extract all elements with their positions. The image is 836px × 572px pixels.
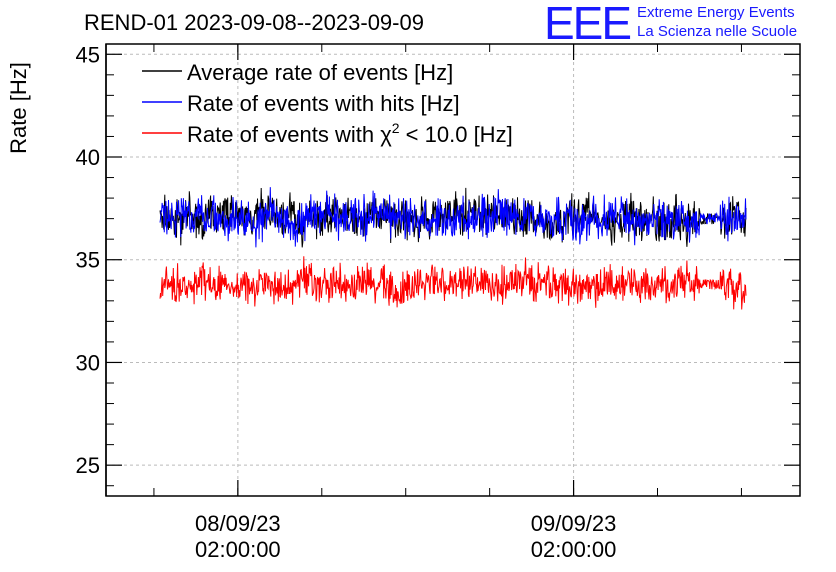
y-tick-label: 40 (76, 145, 100, 170)
series-chi2-line (159, 256, 747, 310)
logo-caption-line2: La Scienza nelle Scuole (637, 23, 798, 40)
x-tick-time-label: 02:00:00 (531, 537, 617, 562)
x-tick-time-label: 02:00:00 (195, 537, 281, 562)
eee-logo: EEE (544, 0, 632, 49)
logo-caption-line1: Extreme Energy Events (637, 4, 795, 21)
x-tick-date-label: 08/09/23 (195, 511, 281, 536)
x-tick-date-label: 09/09/23 (531, 511, 617, 536)
y-tick-label: 25 (76, 453, 100, 478)
series-hits-line (159, 187, 747, 248)
legend: Average rate of events [Hz] Rate of even… (142, 60, 513, 147)
legend-entry-chi2: Rate of events with χ2 < 10.0 [Hz] (187, 120, 513, 147)
chart-title: REND-01 2023-09-08--2023-09-09 (84, 10, 424, 35)
y-tick-label: 45 (76, 42, 100, 67)
grid-lines (106, 44, 800, 496)
y-tick-label: 35 (76, 248, 100, 273)
legend-entry-hits: Rate of events with hits [Hz] (187, 91, 460, 116)
series-layer (159, 187, 747, 310)
legend-entry-average: Average rate of events [Hz] (187, 60, 453, 85)
axes: 253035404508/09/2302:00:0009/09/2302:00:… (76, 42, 800, 562)
y-axis-label: Rate [Hz] (6, 62, 31, 154)
y-tick-label: 30 (76, 350, 100, 375)
